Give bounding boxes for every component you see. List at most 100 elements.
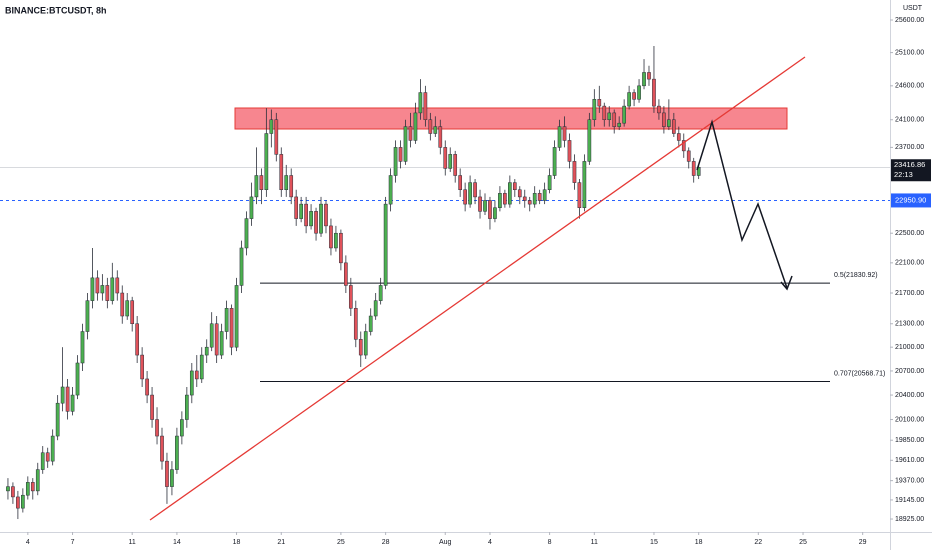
fib-label: 0.707(20568.71): [834, 370, 885, 377]
candle-body: [522, 196, 527, 201]
y-tick-label: 21700.00: [895, 290, 924, 297]
candle-body: [264, 133, 269, 190]
x-tick-label: 22: [754, 539, 762, 546]
candle-body: [224, 308, 229, 332]
candle-body: [592, 99, 597, 120]
candle-body: [294, 196, 299, 219]
candle-body: [6, 486, 10, 492]
candle-body: [214, 323, 219, 356]
x-tick-label: 28: [382, 539, 390, 546]
candle-body: [403, 126, 408, 162]
x-tick-label: 4: [488, 539, 492, 546]
candle-body: [483, 200, 487, 212]
y-tick-label: 24100.00: [895, 117, 924, 124]
candle-body: [348, 285, 353, 309]
candle-body: [299, 203, 303, 219]
candle-body: [180, 419, 184, 437]
candle-body: [607, 112, 612, 120]
y-tick-label: 21300.00: [895, 321, 924, 328]
candle-body: [50, 435, 55, 462]
candle-body: [60, 386, 65, 404]
candle-body: [30, 482, 35, 492]
x-tick-label: 8: [548, 539, 552, 546]
y-tick-label: 23700.00: [895, 144, 924, 151]
fib-label: 0.5(21830.92): [834, 272, 878, 279]
candle-body: [170, 469, 174, 487]
candle-body: [667, 119, 671, 127]
candle-body: [503, 193, 507, 205]
candle-body: [130, 300, 135, 325]
candle-body: [488, 200, 492, 219]
candle-body: [25, 482, 30, 496]
candle-body: [344, 262, 348, 286]
candle-body: [334, 232, 338, 249]
alert-price-label: 22950.90: [895, 195, 926, 204]
candle-body: [547, 175, 552, 190]
candle-body: [696, 166, 701, 176]
x-tick-label: 18: [233, 539, 241, 546]
candle-body: [448, 154, 453, 169]
candle-body: [189, 370, 194, 396]
candle-body: [314, 211, 318, 234]
candle-body: [443, 147, 448, 169]
candle-body: [309, 211, 313, 227]
candle-body: [577, 182, 582, 208]
candle-body: [418, 92, 423, 114]
candle-body: [428, 119, 433, 134]
y-tick-label: 24600.00: [895, 83, 924, 90]
candle-body: [254, 175, 259, 198]
candle-body: [537, 193, 542, 201]
x-tick-label: 7: [71, 539, 75, 546]
candle-body: [478, 196, 482, 212]
candle-body: [75, 362, 80, 396]
candle-body: [388, 175, 393, 205]
candle-body: [632, 92, 636, 100]
x-tick-label: Aug: [439, 539, 452, 546]
drawings-front: [149, 56, 806, 521]
countdown-label: 22:13: [894, 170, 913, 179]
arrow-head: [780, 275, 793, 291]
candle-body: [612, 112, 617, 127]
candle-body: [691, 161, 696, 176]
candle-body: [324, 203, 328, 227]
candle-body: [398, 147, 403, 162]
candle-body: [70, 394, 75, 412]
candle-body: [473, 182, 477, 198]
candle-body: [229, 308, 234, 348]
candle-body: [532, 193, 537, 205]
candle-body: [597, 99, 602, 107]
candle-body: [145, 378, 149, 396]
candle-body: [676, 133, 681, 141]
candle-body: [204, 346, 209, 356]
candle-body: [219, 331, 224, 356]
candle-body: [642, 72, 646, 87]
candle-body: [587, 119, 592, 162]
candle-body: [681, 140, 686, 152]
candle-body: [319, 203, 323, 234]
candle-body: [289, 175, 294, 198]
trendline: [149, 56, 806, 521]
candle-body: [90, 277, 95, 301]
candle-body: [105, 285, 110, 301]
last-price-box: [891, 159, 931, 182]
y-tick-label: 22100.00: [895, 260, 924, 267]
candle-body: [512, 182, 517, 190]
candle-body: [498, 193, 502, 208]
candle-body: [353, 308, 358, 340]
drawings-back: [0, 107, 890, 382]
candle-body: [567, 140, 572, 162]
candle-body: [95, 277, 100, 294]
candle-body: [209, 323, 214, 348]
candle-body: [542, 189, 547, 201]
candle-body: [368, 315, 373, 332]
candle-body: [671, 119, 676, 134]
candle-body: [562, 126, 567, 141]
alert-price-box: [891, 193, 931, 208]
candle-body: [363, 331, 368, 356]
candle-body: [100, 285, 105, 294]
candle-body: [120, 292, 125, 317]
candle-body: [358, 339, 363, 356]
candle-body: [135, 323, 139, 356]
candle-body: [617, 122, 622, 127]
candle-body: [458, 175, 462, 190]
